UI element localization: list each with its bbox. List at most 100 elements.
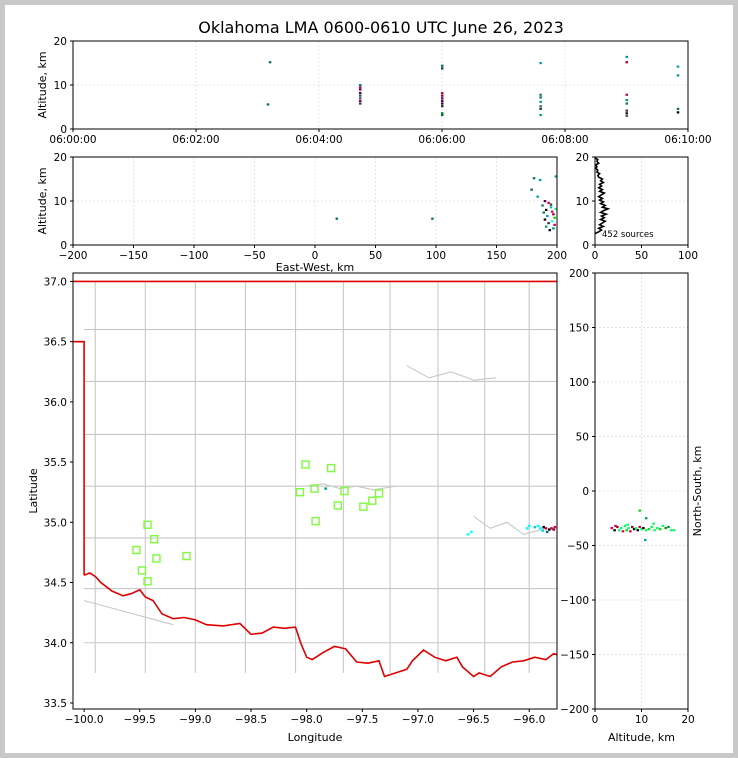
source-point [650,525,654,529]
source-point [552,227,555,230]
county-boundary [473,515,547,536]
longitude-tick-label: −96.0 [513,714,545,726]
source-point [544,527,548,530]
source-point [544,208,548,211]
source-point [335,217,339,220]
source-point [359,99,362,103]
source-point [626,523,629,526]
source-point [553,223,556,226]
source-point [619,526,623,530]
source-point [532,177,536,180]
source-point [549,203,553,206]
lma-station-marker [132,545,141,555]
source-point [324,487,327,490]
source-point [676,74,680,77]
count-tick-label: 100 [678,250,698,262]
source-point [441,97,444,100]
source-point [625,109,628,112]
source-point [543,218,547,221]
source-point [548,528,551,531]
ew-tick-label: 200 [547,250,567,262]
source-point [625,98,628,102]
source-point [636,529,640,532]
altitude-tick-label: 0 [60,124,67,136]
longitude-tick-label: −99.5 [124,714,156,726]
ew-tick-label: −200 [59,250,88,262]
source-point [552,528,556,531]
ns-height-panel: 0 10 20 −200 −150 −100 −50 0 50 100 150 200 Altitude… [560,268,704,744]
source-point [554,175,558,178]
latitude-tick-label: 37.0 [44,276,67,288]
source-point [617,529,621,532]
ew-tick-label: 50 [369,250,382,262]
source-point [359,86,362,89]
lma-station-marker [368,496,377,505]
source-point [623,524,627,527]
lma-station-marker [182,551,191,561]
altitude-tick-label: 0 [592,714,599,726]
source-count-annotation: 452 sources [602,230,654,240]
ew-tick-label: 150 [486,250,506,262]
source-point [539,113,542,117]
state-border [73,280,558,678]
source-point [629,530,632,533]
source-point [548,229,552,232]
source-point [542,525,546,529]
source-point [552,213,555,216]
ew-tick-label: 100 [426,250,446,262]
source-point [667,525,670,529]
source-point [652,522,655,525]
plan-view-frame [72,272,558,710]
source-point [441,94,444,97]
source-point [359,91,362,95]
source-point [644,517,648,520]
source-point [539,96,542,99]
source-point [539,93,542,96]
source-point [441,91,444,95]
source-point [441,102,444,105]
source-point [527,524,531,528]
source-point [536,524,540,528]
source-point [627,526,630,530]
source-point [539,107,542,110]
source-point [616,525,619,529]
latitude-tick-label: 34.5 [44,578,67,590]
source-point [676,107,680,110]
source-point [536,195,539,198]
ns-tick-label: −150 [560,650,589,662]
figure-title-group: Oklahoma LMA 0600-0610 UTC June 26, 2023 [198,18,564,37]
source-point [359,88,362,91]
source-point [638,509,641,512]
count-tick-label: 0 [592,250,599,262]
source-point [634,526,638,530]
ew-xlabel: East-West, km [276,261,354,274]
count-tick-label: 50 [635,250,648,262]
longitude-tick-label: −97.5 [346,714,378,726]
ns-tick-label: 100 [569,377,589,389]
lma-station-marker [301,460,310,469]
source-point [550,220,554,223]
time-tick-label: 06:04:00 [295,134,342,146]
source-point [658,528,662,531]
source-point [441,99,444,103]
source-point [441,113,444,117]
ns-tick-label: 200 [569,268,589,280]
time-height-panel: 06:00:00 06:02:00 06:04:00 06:06:00 06:08:00… [36,36,712,146]
source-point [441,67,444,70]
source-point [441,64,444,67]
altitude-profile-line [594,157,611,235]
source-point [632,528,636,531]
lma-station-marker [143,577,152,586]
source-point [554,207,558,211]
longitude-tick-label: −97.0 [402,714,434,726]
altitude-tick-label: 0 [582,240,589,252]
source-point [553,525,557,529]
source-point [613,529,616,532]
source-point [539,105,542,108]
source-point [359,94,362,97]
longitude-tick-label: −98.5 [235,714,267,726]
source-point [538,178,542,182]
ns-ylabel: North-South, km [691,446,704,537]
longitude-tick-label: −96.5 [457,714,489,726]
latitude-tick-label: 36.5 [44,337,67,349]
